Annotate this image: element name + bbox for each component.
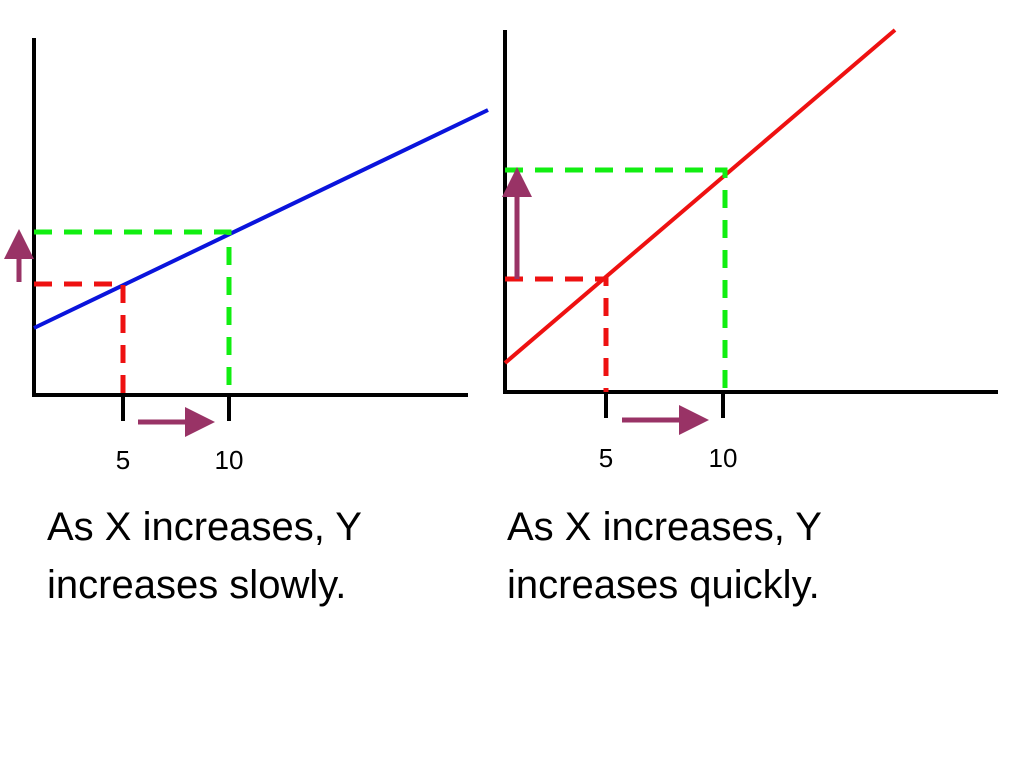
green-dashed-guide	[505, 167, 728, 392]
caption-line: increases quickly.	[507, 563, 820, 607]
x-tick-label: 10	[215, 445, 244, 475]
x-tick-label: 5	[599, 443, 613, 473]
x-tick-label: 10	[709, 443, 738, 473]
blue-line	[33, 108, 489, 330]
red-line	[503, 28, 897, 365]
red-dashed-guide	[34, 281, 126, 395]
x-tick-label: 5	[116, 445, 130, 475]
caption-line: As X increases, Y	[507, 505, 822, 549]
green-dashed-guide	[34, 229, 232, 395]
left-graph	[3, 38, 489, 437]
caption-line: As X increases, Y	[47, 505, 362, 549]
caption-line: increases slowly.	[47, 563, 346, 607]
right-graph	[502, 28, 998, 435]
red-dashed-guide	[505, 276, 609, 392]
